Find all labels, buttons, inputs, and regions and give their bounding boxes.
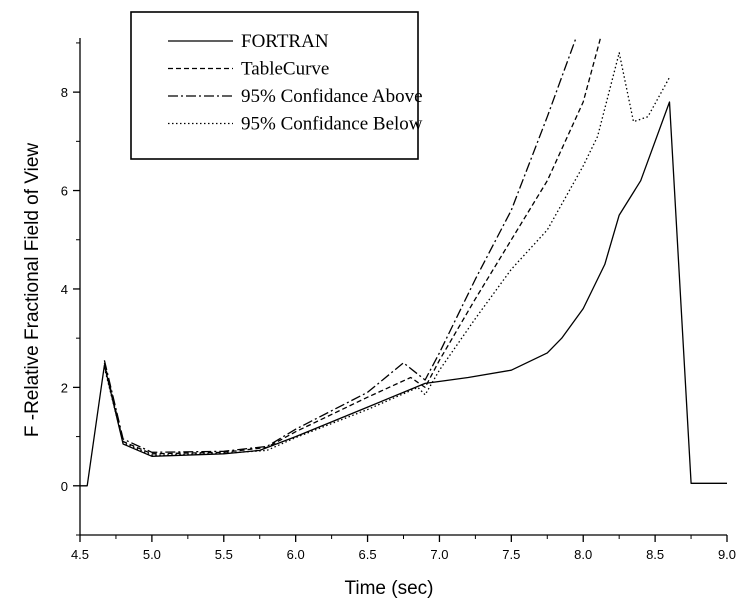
series-line-2 xyxy=(103,37,602,455)
legend-box xyxy=(130,11,419,160)
x-tick-label: 8.0 xyxy=(574,547,592,562)
y-tick-label: 6 xyxy=(61,184,68,199)
series-line-3 xyxy=(103,37,577,453)
x-tick-label: 7.0 xyxy=(430,547,448,562)
legend: FORTRAN TableCurve 95% Confidance Above 95%… xyxy=(130,11,423,160)
y-axis-title: F -Relative Fractional Field of View xyxy=(22,143,43,438)
series-layer xyxy=(80,37,727,487)
x-tick-label: 4.5 xyxy=(71,547,89,562)
legend-label-3: 95% Confidance Above xyxy=(241,86,423,107)
series-line-1 xyxy=(80,101,727,487)
y-tick-label: 8 xyxy=(61,85,68,100)
x-tick-label: 7.5 xyxy=(502,547,520,562)
series-line-4 xyxy=(103,52,671,456)
y-tick-label: 2 xyxy=(61,380,68,395)
x-tick-label: 8.5 xyxy=(646,547,664,562)
legend-label-2: TableCurve xyxy=(241,59,329,80)
legend-label-4: 95% Confidance Below xyxy=(241,114,423,135)
x-tick-label: 9.0 xyxy=(718,547,736,562)
y-tick-label: 4 xyxy=(61,282,68,297)
axes: 4.5 5.0 5.5 6.0 6.5 7.0 7.5 8.0 8.5 9.0 0 2 4 6 8 xyxy=(61,38,736,562)
legend-label-1: FORTRAN xyxy=(241,31,329,52)
x-tick-label: 6.0 xyxy=(287,547,305,562)
x-axis-title: Time (sec) xyxy=(344,578,433,599)
x-tick-label: 5.5 xyxy=(215,547,233,562)
x-tick-label: 5.0 xyxy=(143,547,161,562)
y-tick-label: 0 xyxy=(61,479,68,494)
x-tick-label: 6.5 xyxy=(359,547,377,562)
